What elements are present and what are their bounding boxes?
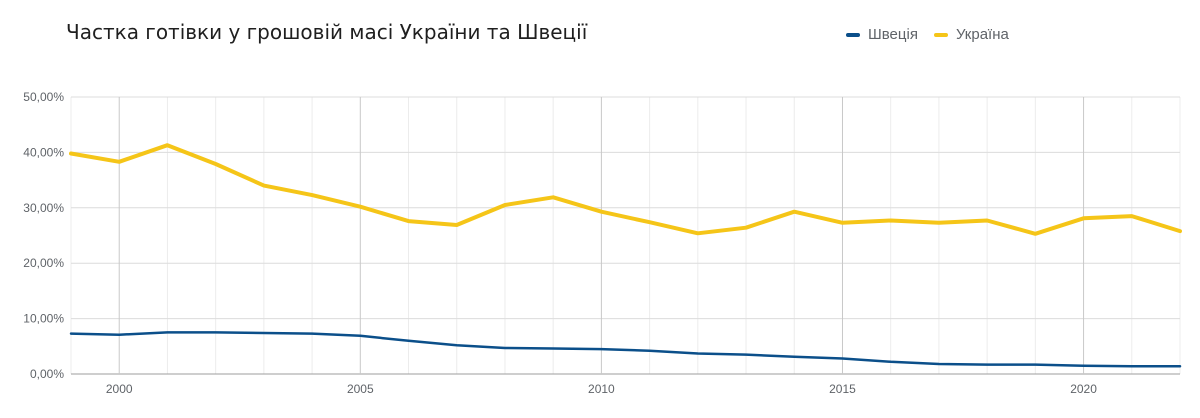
y-tick-label: 10,00%	[23, 312, 64, 326]
x-tick-label: 2020	[1070, 382, 1097, 396]
legend-label-sweden: Швеція	[868, 26, 918, 43]
x-tick-label: 2010	[588, 382, 615, 396]
legend-entry-ukraine[interactable]: Україна	[933, 26, 1009, 43]
legend-entry-sweden[interactable]: Швеція	[846, 26, 918, 43]
x-tick-label: 2015	[829, 382, 856, 396]
x-tick-label: 2000	[106, 382, 133, 396]
legend: Швеція Україна	[846, 26, 1009, 43]
y-tick-label: 20,00%	[23, 256, 64, 270]
x-tick-label: 2005	[347, 382, 374, 396]
legend-label-ukraine: Україна	[955, 26, 1009, 43]
y-tick-label: 50,00%	[23, 90, 64, 104]
y-tick-label: 0,00%	[30, 367, 64, 381]
legend-swatch-sweden	[846, 32, 860, 37]
y-tick-label: 30,00%	[23, 201, 64, 215]
series-line-sweden	[69, 331, 1182, 368]
legend-swatch-ukraine	[933, 32, 948, 37]
y-tick-label: 40,00%	[23, 145, 64, 159]
series-line-ukraine	[69, 143, 1182, 236]
chart-title: Частка готівки у грошовій масі України т…	[66, 20, 588, 44]
